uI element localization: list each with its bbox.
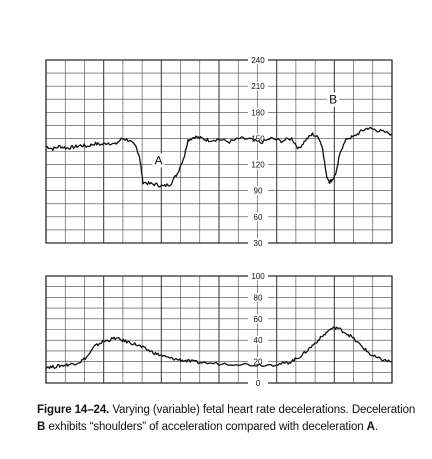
fetal-monitor-strip: 240 210 180 150 120 90 60 30 A B 100 80 60 40 20 0 [45, 55, 393, 388]
caption-text-2: exhibits “shoulders” of acceleration com… [48, 421, 364, 433]
figure-caption: Figure 14–24. Varying (variable) fetal h… [37, 402, 417, 436]
figure-label: Figure 14–24. [37, 404, 110, 416]
uterine-contractions-tick-label: 80 [254, 293, 263, 302]
tick-label-bg [248, 160, 268, 170]
fetal-heart-rate-panel: 240 210 180 150 120 90 60 30 A B [45, 55, 393, 248]
tick-label-bg [248, 55, 268, 65]
tick-label-bg [248, 212, 268, 222]
annotation-bg [327, 92, 340, 107]
uterine-contractions-tick-label: 40 [254, 336, 263, 345]
caption-label-a: A [366, 421, 375, 433]
annotation-label-a: A [154, 154, 162, 168]
tick-label-bg [248, 186, 268, 196]
uterine-contractions-frame [45, 275, 393, 384]
uterine-contractions-trace [45, 326, 392, 370]
uterine-contractions-panel: 100 80 60 40 20 0 [45, 271, 393, 388]
uterine-contractions-tick-label: 20 [254, 358, 263, 367]
fetal-heart-rate-tick-label: 210 [251, 82, 265, 91]
caption-end: . [374, 421, 378, 433]
tick-label-bg [248, 314, 268, 324]
uterine-contractions-grid [45, 275, 393, 384]
tick-label-bg [248, 133, 268, 143]
fetal-heart-rate-trace [45, 126, 393, 188]
tick-label-bg [248, 238, 268, 248]
fetal-heart-rate-tick-label: 240 [251, 56, 265, 65]
annotation-label-b: B [329, 93, 337, 107]
fetal-heart-rate-tick-label: 90 [254, 187, 263, 196]
uterine-contractions-tick-label: 60 [254, 315, 263, 324]
fetal-heart-rate-tick-label: 180 [251, 108, 265, 117]
uterine-contractions-tick-label: 0 [256, 379, 261, 388]
tick-label-bg [248, 271, 268, 281]
tick-label-bg [248, 81, 268, 91]
fetal-heart-rate-frame [45, 59, 393, 244]
annotation-bg [152, 153, 165, 168]
fetal-heart-rate-tick-label: 30 [254, 239, 263, 248]
caption-label-b: B [37, 421, 46, 433]
uterine-contractions-tick-label: 100 [251, 272, 265, 281]
tick-label-bg [248, 107, 268, 117]
fetal-heart-rate-tick-label: 60 [254, 213, 263, 222]
tick-label-bg [248, 335, 268, 345]
fetal-heart-rate-tick-label: 120 [251, 161, 265, 170]
tick-label-bg [248, 378, 268, 388]
fetal-heart-rate-tick-label: 150 [251, 134, 265, 143]
tick-label-bg [248, 292, 268, 302]
tick-label-bg [248, 357, 268, 367]
caption-text-1: Varying (variable) fetal heart rate dece… [112, 404, 416, 416]
